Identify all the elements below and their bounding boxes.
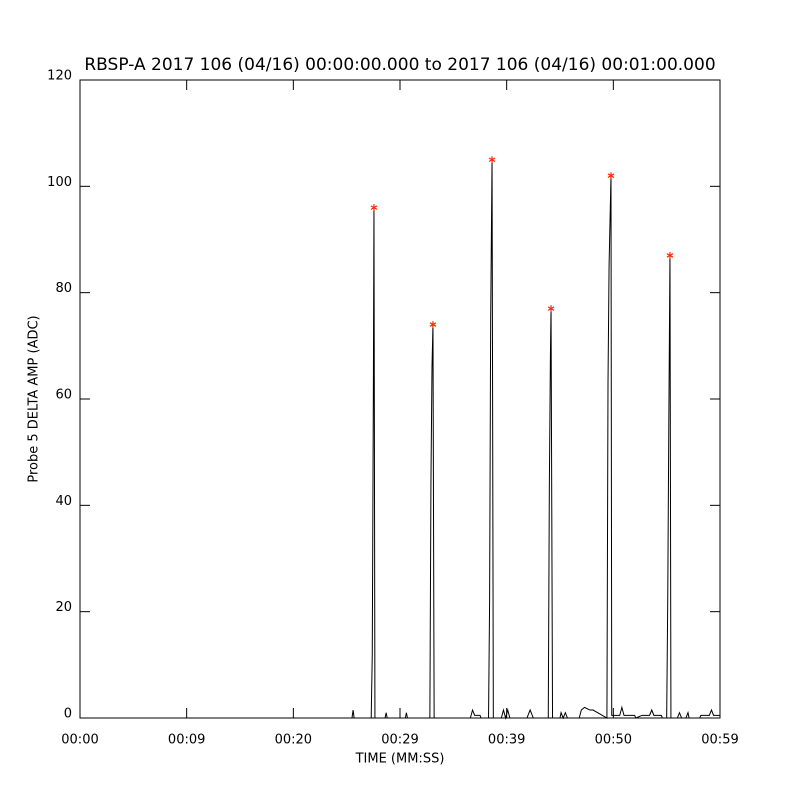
- peak-marker: [488, 156, 496, 164]
- y-tick-label: 0: [64, 707, 72, 722]
- y-axis-label: Probe 5 DELTA AMP (ADC): [27, 315, 42, 482]
- x-tick-label: 00:59: [701, 733, 738, 748]
- y-tick-label: 40: [55, 494, 72, 509]
- data-line: [80, 159, 720, 720]
- x-tick-label: 00:29: [381, 733, 418, 748]
- y-tick-label: 120: [47, 69, 72, 84]
- plot-frame: [79, 79, 721, 719]
- y-tick-label: 20: [55, 600, 72, 615]
- x-tick-label: 00:39: [488, 733, 525, 748]
- y-tick-label: 60: [55, 388, 72, 403]
- peak-marker: [666, 251, 674, 259]
- y-tick-label: 100: [47, 175, 72, 190]
- peak-marker: [547, 305, 555, 313]
- x-axis-label: TIME (MM:SS): [355, 752, 445, 767]
- x-tick-label: 00:50: [595, 733, 632, 748]
- x-tick-label: 00:00: [61, 733, 98, 748]
- peak-marker: [607, 172, 615, 180]
- x-tick-label: 00:09: [168, 733, 205, 748]
- y-tick-label: 80: [55, 281, 72, 296]
- x-tick-label: 00:20: [275, 733, 312, 748]
- peak-marker: [429, 321, 437, 329]
- chart-title: RBSP-A 2017 106 (04/16) 00:00:00.000 to …: [84, 55, 715, 75]
- peak-marker: [370, 204, 378, 212]
